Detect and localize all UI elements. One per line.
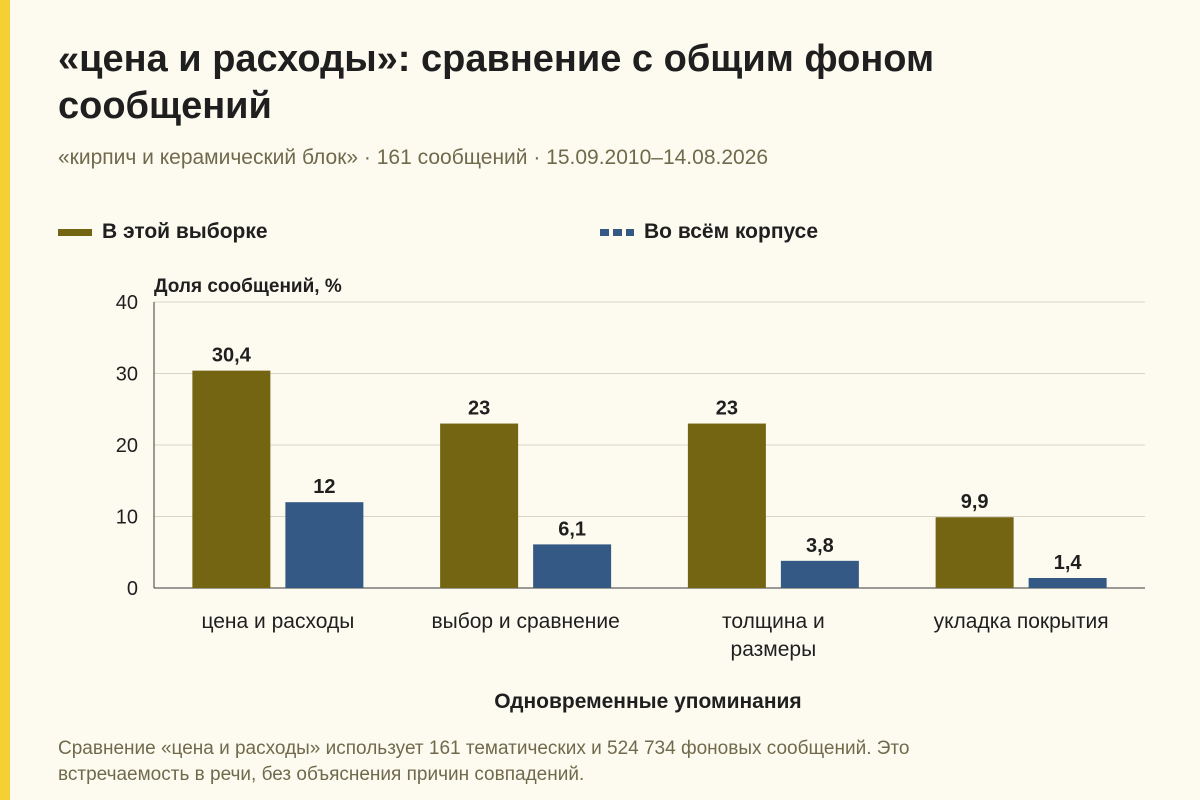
y-tick-label: 40 (116, 292, 138, 314)
category-label-line: толщина и (722, 610, 825, 633)
category-label-line: цена и расходы (201, 610, 354, 633)
bar-corpus (533, 544, 612, 588)
data-label-corpus: 1,4 (1054, 552, 1083, 574)
data-label-sample: 23 (468, 398, 490, 420)
accent-strip (0, 0, 10, 800)
x-axis-label: Одновременные упоминания (494, 690, 801, 713)
y-tick-label: 10 (116, 507, 138, 529)
bar-corpus (285, 502, 364, 588)
y-axis-label: Доля сообщений, % (154, 276, 342, 297)
category-label: укладка покрытия (934, 610, 1109, 633)
legend-label-sample: В этой выборке (102, 220, 268, 243)
chart-subtitle: «кирпич и керамический блок» · 161 сообщ… (58, 146, 769, 169)
footnote-line-2: встречаемость в речи, без объяснения при… (58, 764, 585, 785)
data-label-sample: 30,4 (212, 345, 252, 367)
chart-title: «цена и расходы»: сравнение с общим фоно… (58, 36, 1158, 130)
category-label: толщина и размеры (722, 610, 825, 661)
category-label: выбор и сравнение (431, 610, 619, 633)
y-tick-label: 20 (116, 435, 138, 457)
bar-sample (935, 517, 1014, 588)
footnote: Сравнение «цена и расходы» использует 16… (58, 736, 1158, 788)
bars-layer (192, 370, 1107, 588)
bar-sample (192, 370, 271, 588)
bar-sample (687, 423, 766, 588)
category-label-line: укладка покрытия (934, 610, 1109, 633)
legend-label-corpus: Во всём корпусе (644, 220, 819, 243)
bar-corpus (780, 560, 859, 588)
legend-swatch-sample (58, 228, 92, 236)
labels-layer: 0 10 20 30 40 30,4 12 цена и расходы 23 6,1 выбор … (116, 292, 1109, 661)
category-label-line: выбор и сравнение (431, 610, 619, 633)
legend-swatch-corpus (600, 228, 634, 236)
footnote-line-1: Сравнение «цена и расходы» использует 16… (58, 738, 910, 759)
data-label-sample: 23 (716, 398, 738, 420)
category-label: цена и расходы (201, 610, 354, 633)
category-label-line: размеры (731, 638, 817, 661)
chart-title-line-1: «цена и расходы»: сравнение с общим фоно… (58, 38, 935, 80)
chart-title-line-2: сообщений (58, 85, 272, 127)
bar-sample (440, 423, 519, 588)
data-label-corpus: 12 (313, 476, 335, 498)
legend-item-corpus: Во всём корпусе (600, 219, 818, 245)
data-label-corpus: 6,1 (558, 518, 586, 540)
grid-layer (153, 301, 1145, 589)
data-label-sample: 9,9 (961, 491, 989, 513)
data-label-corpus: 3,8 (806, 535, 834, 557)
legend-item-sample: В этой выборке (58, 219, 268, 245)
bar-corpus (1028, 577, 1107, 588)
y-tick-label: 0 (127, 578, 138, 600)
y-tick-label: 30 (116, 364, 138, 386)
